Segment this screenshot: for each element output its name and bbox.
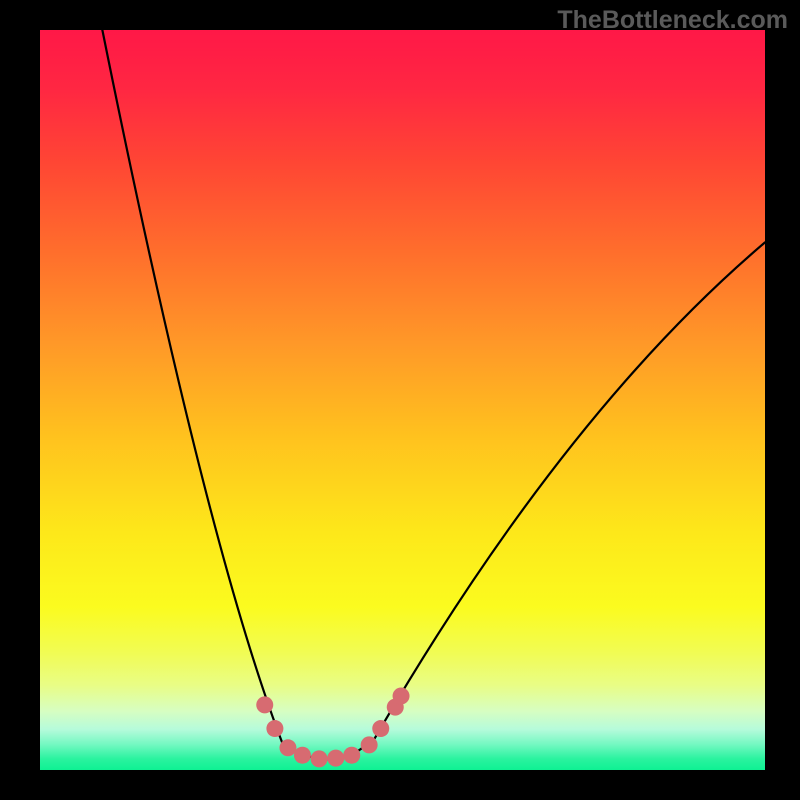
marker-dot: [256, 696, 273, 713]
marker-dot: [294, 747, 311, 764]
gradient-rect: [40, 30, 765, 770]
chart-svg: [0, 0, 800, 800]
watermark-text: TheBottleneck.com: [557, 6, 788, 35]
marker-dot: [327, 750, 344, 767]
marker-dot: [343, 747, 360, 764]
marker-dot: [372, 720, 389, 737]
marker-dot: [361, 736, 378, 753]
marker-dot: [266, 720, 283, 737]
marker-dot: [311, 750, 328, 767]
marker-dot: [393, 688, 410, 705]
marker-dot: [279, 739, 296, 756]
